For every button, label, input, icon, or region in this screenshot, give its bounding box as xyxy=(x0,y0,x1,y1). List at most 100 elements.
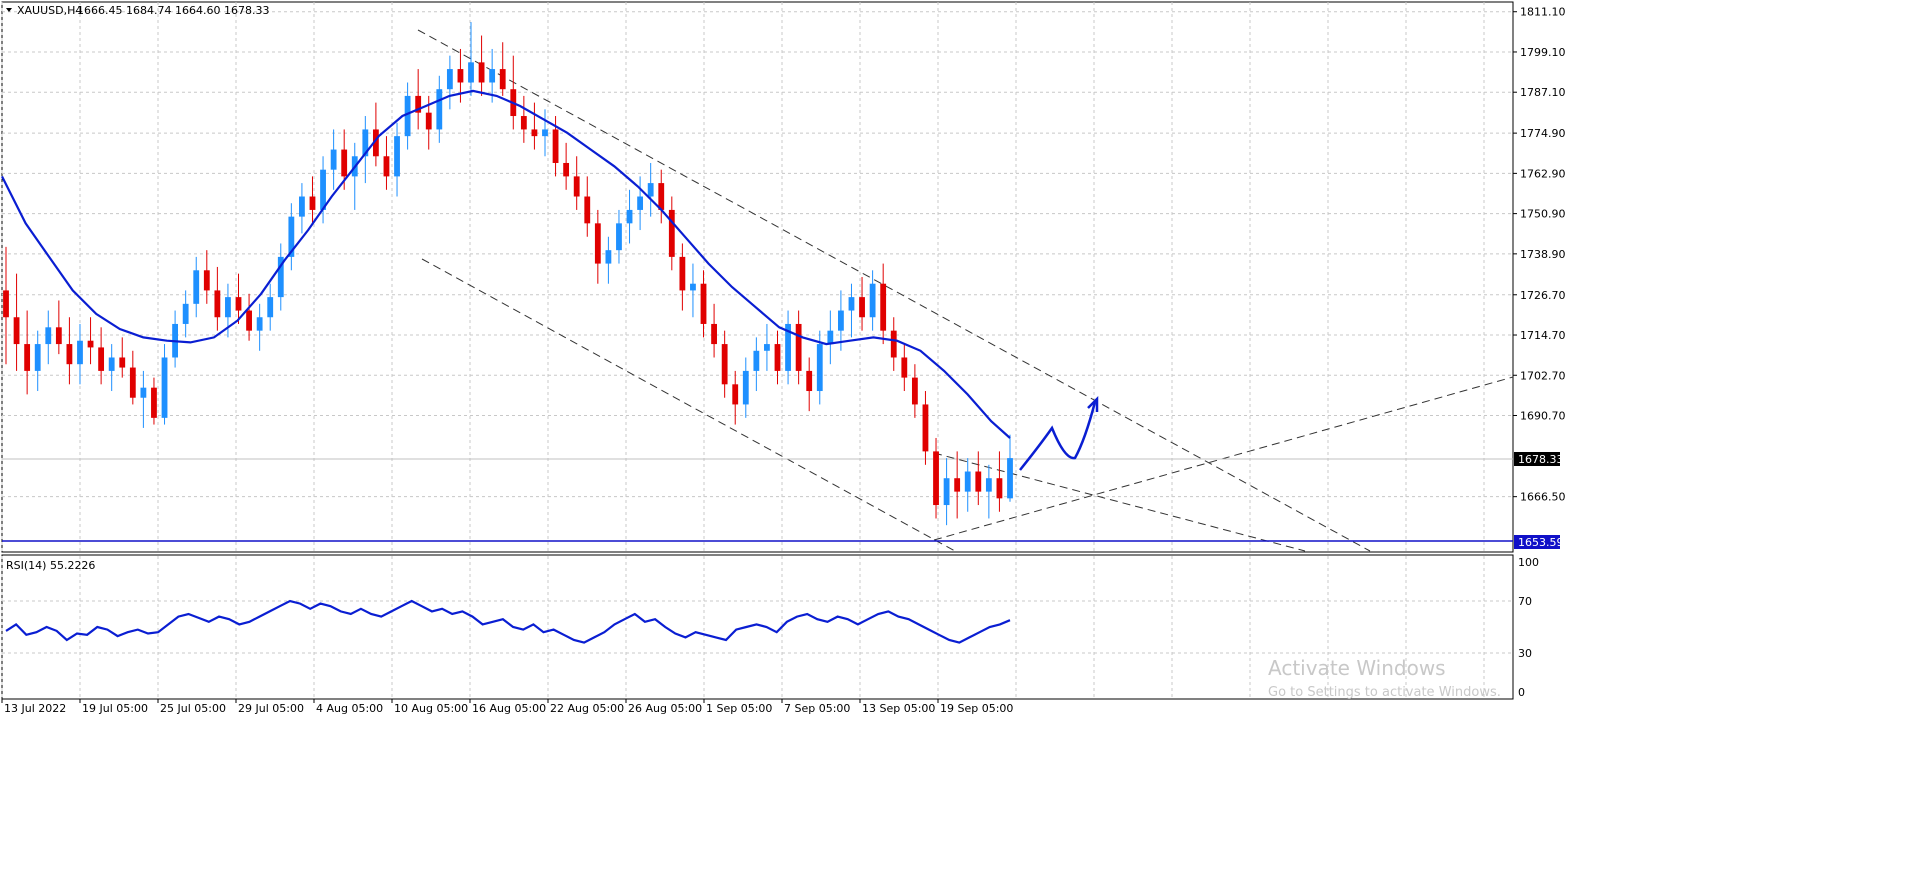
candle-body xyxy=(668,209,675,257)
candle-body xyxy=(151,387,157,418)
candle-body xyxy=(108,357,115,371)
current-price-tag xyxy=(1514,452,1560,466)
candle-body xyxy=(235,297,242,311)
price-tick-label: 1750.90 xyxy=(1520,208,1566,221)
price-axis: 1811.10 1799.10 1787.10 1774.90 1762.90 1750.… xyxy=(1513,6,1566,504)
candle-body xyxy=(721,344,728,385)
candle-body xyxy=(457,69,464,83)
candle-body xyxy=(985,478,992,492)
candle-body xyxy=(964,471,971,492)
candle-body xyxy=(98,347,105,371)
candle-body xyxy=(320,169,326,210)
candle-body xyxy=(404,95,411,137)
candle-body xyxy=(119,357,126,368)
candle-body xyxy=(246,310,252,331)
candle-body xyxy=(140,387,147,398)
time-tick-label: 1 Sep 05:00 xyxy=(706,702,772,715)
projection-arrow xyxy=(1019,395,1099,471)
candle-body xyxy=(1007,458,1013,499)
candle-body xyxy=(34,344,41,371)
candle-body xyxy=(679,256,686,291)
candle-body xyxy=(848,297,855,311)
watermark-subtitle: Go to Settings to activate Windows. xyxy=(1268,685,1501,700)
candle-body xyxy=(859,297,865,318)
candle-body xyxy=(394,136,400,177)
rsi-line xyxy=(5,599,1011,644)
rsi-axis: 100 70 30 0 xyxy=(1518,556,1539,699)
candle-body xyxy=(573,176,580,197)
collapse-icon[interactable] xyxy=(6,8,12,12)
candle-body xyxy=(616,223,622,251)
candle-body xyxy=(330,149,337,170)
candle-body xyxy=(520,116,527,130)
candle-body xyxy=(203,270,210,291)
candle-body xyxy=(658,183,665,210)
time-tick-label: 19 Jul 05:00 xyxy=(82,702,148,715)
candle-body xyxy=(742,370,749,405)
candle-body xyxy=(785,323,791,371)
symbol-title: XAUUSD,H4 xyxy=(17,4,82,17)
candle-body xyxy=(774,344,781,371)
channel-upper-line xyxy=(417,29,1371,552)
candle-body xyxy=(478,62,485,83)
time-tick-label: 4 Aug 05:00 xyxy=(316,702,383,715)
candle-body xyxy=(922,404,929,452)
time-tick-label: 16 Aug 05:00 xyxy=(472,702,546,715)
candle-body xyxy=(605,250,612,264)
candle-body xyxy=(795,323,802,371)
candle-body xyxy=(446,69,453,90)
time-tick-label: 7 Sep 05:00 xyxy=(784,702,850,715)
candle-body xyxy=(3,290,9,318)
time-axis: 13 Jul 2022 19 Jul 05:00 25 Jul 05:00 29 Ju… xyxy=(1,699,1013,715)
candle-body xyxy=(531,129,538,137)
candle-body xyxy=(129,367,136,398)
candle-body xyxy=(77,340,83,365)
current-price-text: 1678.33 xyxy=(1518,453,1564,466)
rsi-tick-label: 30 xyxy=(1518,647,1532,660)
time-tick-label: 13 Sep 05:00 xyxy=(862,702,935,715)
support-price-tag xyxy=(1514,535,1560,549)
candle-body xyxy=(563,162,570,177)
time-tick-label: 19 Sep 05:00 xyxy=(940,702,1013,715)
candle-body xyxy=(489,69,496,83)
candle-body xyxy=(383,156,390,177)
price-chart[interactable]: XAUUSD,H4 1666.45 1684.74 1664.60 1678.3… xyxy=(0,0,1567,719)
time-tick-label: 10 Aug 05:00 xyxy=(394,702,468,715)
time-tick-label: 22 Aug 05:00 xyxy=(550,702,624,715)
candle-body xyxy=(425,112,432,130)
price-tick-label: 1690.70 xyxy=(1520,410,1566,423)
rsi-tick-label: 70 xyxy=(1518,595,1532,608)
candle-body xyxy=(975,471,982,492)
candle-body xyxy=(13,317,20,345)
candle-body xyxy=(764,344,770,351)
price-tick-label: 1666.50 xyxy=(1520,491,1566,504)
candle-body xyxy=(372,129,379,157)
candle-body xyxy=(362,129,369,157)
candle-body xyxy=(594,223,601,264)
candle-body xyxy=(182,303,189,324)
candle-body xyxy=(193,270,200,304)
time-tick-label: 29 Jul 05:00 xyxy=(238,702,304,715)
candle-body xyxy=(87,340,94,348)
candle-body xyxy=(901,357,908,378)
triangle-upper-line xyxy=(933,452,1306,552)
time-tick-label: 26 Aug 05:00 xyxy=(628,702,702,715)
candle-body xyxy=(214,290,221,318)
candle-body xyxy=(542,129,548,137)
candle-body xyxy=(341,149,348,177)
candle-body xyxy=(267,297,274,318)
candle-body xyxy=(45,327,52,345)
price-tick-label: 1714.70 xyxy=(1520,329,1566,342)
candle-body xyxy=(711,323,717,345)
candle-body xyxy=(933,451,939,506)
price-tick-label: 1787.10 xyxy=(1520,86,1566,99)
candle-body xyxy=(66,344,73,365)
price-tick-label: 1738.90 xyxy=(1520,248,1566,261)
candles xyxy=(3,22,1013,526)
price-tick-label: 1799.10 xyxy=(1520,46,1566,59)
candle-body xyxy=(869,283,876,318)
time-tick-label: 25 Jul 05:00 xyxy=(160,702,226,715)
ohlc-values: 1666.45 1684.74 1664.60 1678.33 xyxy=(77,4,269,17)
support-price-text: 1653.59 xyxy=(1518,536,1564,549)
candle-body xyxy=(225,297,231,318)
